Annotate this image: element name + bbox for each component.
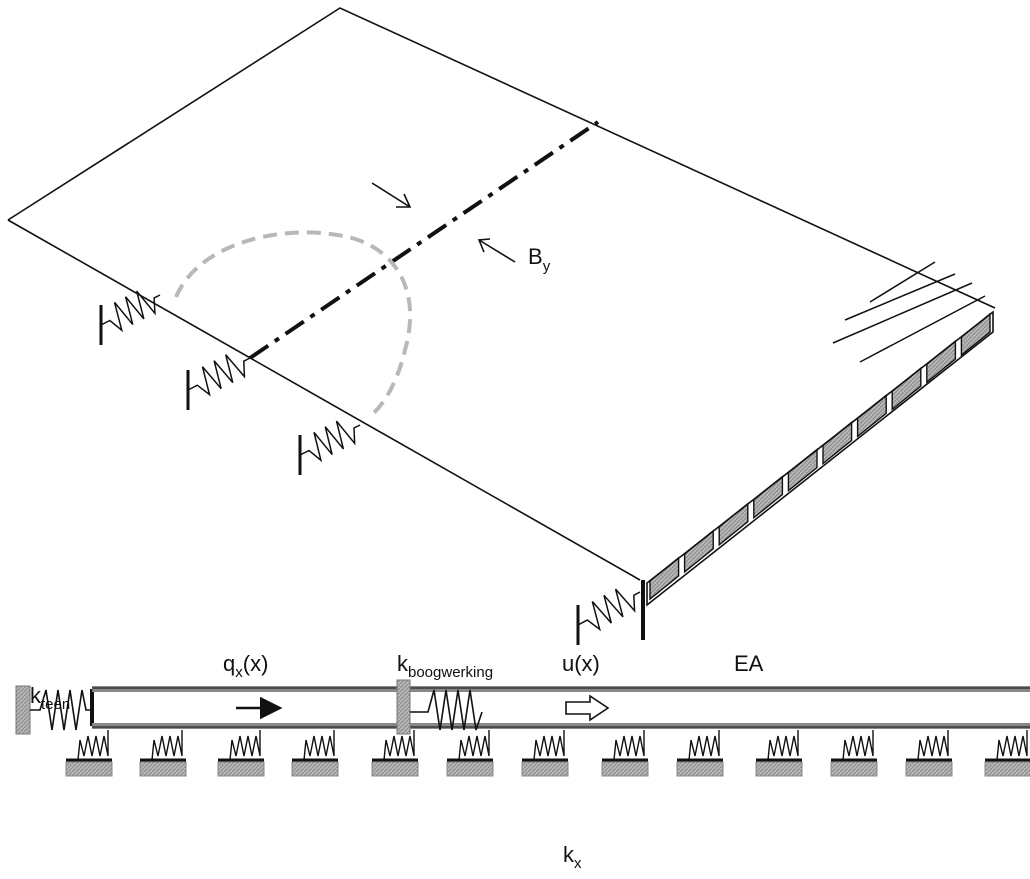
ground-spring-support: [830, 730, 878, 777]
edge-block: [649, 556, 680, 601]
ground-spring-support: [65, 730, 113, 777]
by-label: By: [528, 244, 551, 275]
ground-spring-support: [139, 730, 187, 777]
kboog-label: kboogwerking: [397, 651, 493, 681]
end-lines: [832, 261, 986, 363]
edge-block: [856, 393, 887, 438]
arrow-left-up: [477, 238, 516, 263]
ux-label: u(x): [562, 651, 600, 676]
ground-spring-support: [755, 730, 803, 777]
kteen-spring: [30, 689, 92, 731]
edge-spring: [100, 290, 161, 333]
ground-spring-support: [217, 730, 265, 777]
kx-supports: [65, 730, 1030, 777]
ux-arrow: [565, 694, 610, 722]
edge-block: [753, 475, 784, 520]
ground-spring-support: [601, 730, 649, 777]
ea-label: EA: [734, 651, 764, 676]
ground-spring-support: [984, 730, 1030, 777]
qx-label: qx(x): [223, 651, 268, 681]
ground-spring-support: [371, 730, 419, 777]
ground-spring-support: [521, 730, 569, 777]
bar: [92, 686, 1030, 729]
ground-spring-support: [676, 730, 724, 777]
dashed-arc: [174, 230, 413, 420]
arrow-right-down: [371, 182, 412, 208]
edge-blocks: [646, 310, 994, 607]
edge-block: [683, 529, 714, 574]
intermediate-support: [396, 679, 411, 735]
edge-spring: [299, 420, 361, 463]
edge-strip-outline: [646, 310, 994, 607]
kteen-label: kteen: [30, 683, 70, 713]
kx-label: kx: [563, 842, 582, 872]
plate: [7, 7, 996, 581]
edge-block: [926, 339, 957, 384]
left-wall: [15, 685, 31, 735]
ground-spring-support: [291, 730, 339, 777]
edge-block: [960, 312, 991, 357]
edge-block: [787, 448, 818, 493]
kboog-spring: [410, 689, 483, 731]
plate-front-edge: [7, 219, 641, 581]
edge-block: [718, 502, 749, 547]
dash-dot-axis: [248, 120, 600, 360]
ground-spring-support: [905, 730, 953, 777]
edge-spring: [577, 588, 641, 632]
edge-block: [891, 366, 922, 411]
edge-spring: [187, 354, 251, 397]
edge-block: [822, 420, 853, 465]
edge-springs: [99, 290, 645, 645]
plate-outline: [7, 7, 996, 309]
ground-spring-support: [446, 730, 494, 777]
